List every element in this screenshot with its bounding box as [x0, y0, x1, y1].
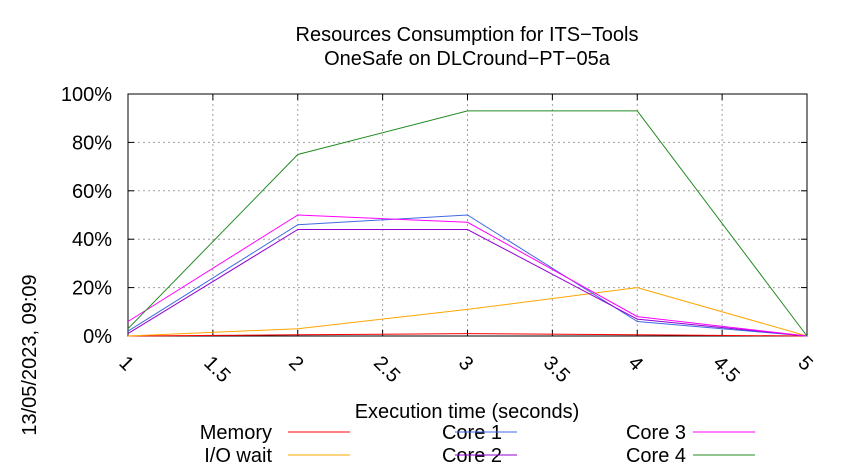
y-tick-label: 0% — [83, 326, 112, 348]
x-tick-label: 3.5 — [539, 352, 574, 387]
chart-title: Resources Consumption for ITS−Tools — [296, 24, 639, 46]
x-tick-label: 1 — [114, 352, 137, 375]
grid — [128, 94, 807, 336]
x-tick-label: 2 — [284, 352, 307, 375]
series-line-core-2 — [127, 229, 808, 337]
legend-label: Core 1 — [442, 422, 502, 444]
y-tick-label: 80% — [72, 132, 112, 154]
x-axis-label: Execution time (seconds) — [355, 401, 580, 423]
x-tick-label: 4.5 — [709, 352, 744, 387]
legend-label: Memory — [200, 422, 272, 444]
series-line-i-o-wait — [127, 287, 808, 337]
x-tick-label: 1.5 — [199, 352, 234, 387]
series-line-core-3 — [127, 214, 808, 337]
series-line-core-4 — [127, 110, 808, 337]
y-tick-label: 20% — [72, 278, 112, 300]
chart-subtitle: OneSafe on DLCround−PT−05a — [324, 48, 611, 70]
y-axis-ticks: 0% 20% 40% 60% 80% 100% — [61, 84, 807, 348]
series-line-core-1 — [127, 214, 808, 337]
x-tick-label: 4 — [624, 352, 647, 375]
legend-label: Core 4 — [626, 445, 686, 467]
timestamp-label: 13/05/2023, 09:09 — [19, 274, 41, 435]
x-axis-ticks: 1 1.5 2 2.5 3 3.5 4 4.5 5 — [114, 94, 817, 387]
series-lines — [127, 110, 808, 337]
series-line-memory — [127, 333, 808, 337]
y-tick-label: 40% — [72, 229, 112, 251]
legend-label: I/O wait — [204, 445, 272, 467]
x-tick-label: 5 — [793, 352, 816, 375]
y-tick-label: 60% — [72, 181, 112, 203]
legend-label: Core 3 — [626, 422, 686, 444]
x-tick-label: 2.5 — [369, 352, 404, 387]
legend-label: Core 2 — [442, 445, 502, 467]
x-tick-label: 3 — [454, 352, 477, 375]
y-tick-label: 100% — [61, 84, 112, 106]
